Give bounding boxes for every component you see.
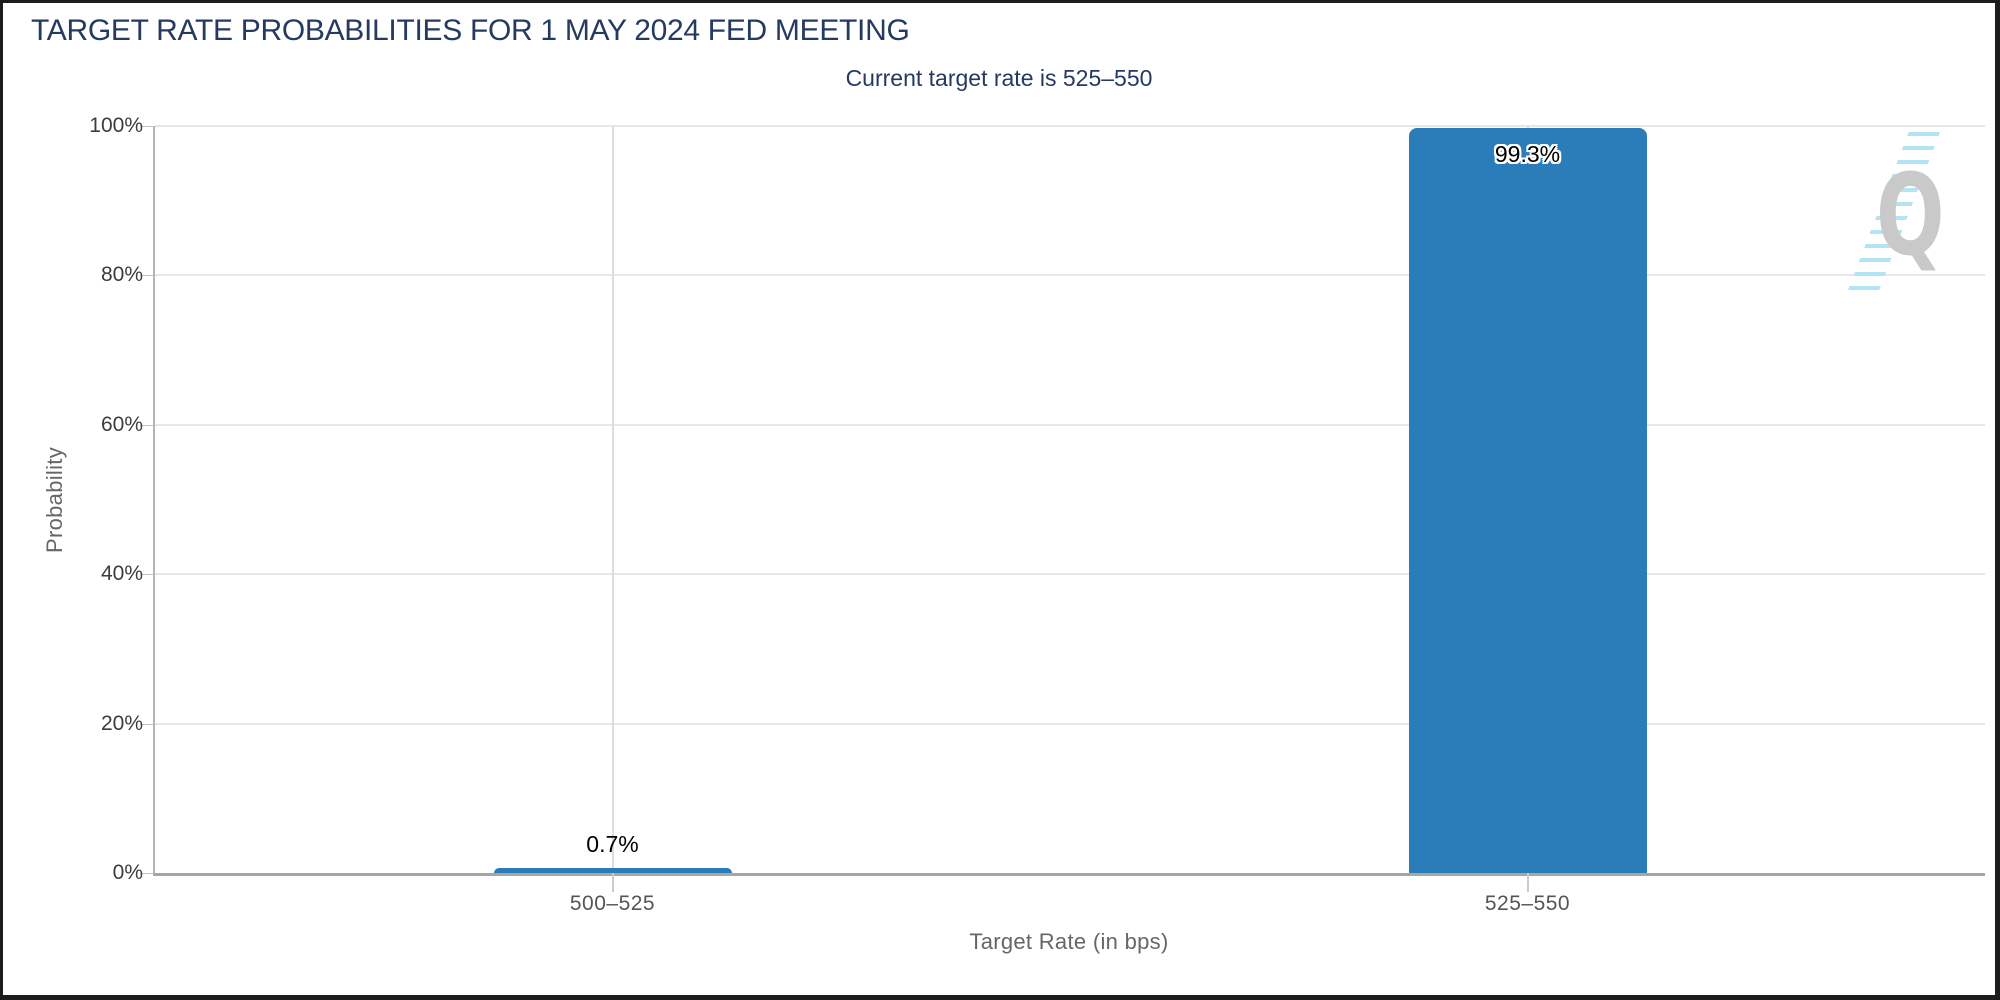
probability-bar[interactable]: [493, 867, 732, 873]
y-tick-mark: [140, 574, 153, 576]
y-tick-mark: [140, 275, 153, 277]
y-tick-label: 60%: [100, 412, 143, 436]
gridline-horizontal: [155, 274, 1985, 277]
x-tick-label: 500–525: [569, 892, 656, 915]
y-tick-label: 80%: [100, 263, 143, 287]
y-tick-mark: [140, 873, 153, 874]
y-axis-title: Probability: [42, 446, 67, 553]
y-tick-mark: [140, 723, 153, 725]
y-tick-label: 20%: [100, 711, 143, 735]
bar-value-label: 99.3%: [1494, 141, 1561, 168]
gridline-horizontal: [155, 125, 1985, 127]
y-tick-label: 0%: [112, 861, 143, 884]
x-axis-title: Target Rate (in bps): [969, 929, 1169, 954]
y-tick-label: 100%: [89, 114, 143, 137]
x-tick-mark: [611, 873, 614, 892]
y-tick-mark: [140, 424, 153, 426]
gridline-horizontal: [155, 423, 1985, 426]
gridline-vertical: [611, 126, 614, 873]
gridline-horizontal: [155, 573, 1985, 576]
plot-area: Probability 0% 20% 40% 60% 80% 100% 0.7% 500–52…: [42, 114, 1985, 915]
probability-bar[interactable]: [1408, 128, 1647, 873]
y-tick-mark: [140, 126, 153, 127]
bar-value-label: 0.7%: [586, 830, 639, 857]
chart-subtitle: Current target rate is 525–550: [845, 65, 1153, 91]
x-tick-mark: [1526, 873, 1529, 892]
y-tick-label: 40%: [100, 562, 143, 586]
chart-title: TARGET RATE PROBABILITIES FOR 1 MAY 2024…: [31, 14, 910, 47]
gridline-horizontal: [155, 722, 1985, 725]
x-tick-label: 525–550: [1484, 892, 1571, 915]
